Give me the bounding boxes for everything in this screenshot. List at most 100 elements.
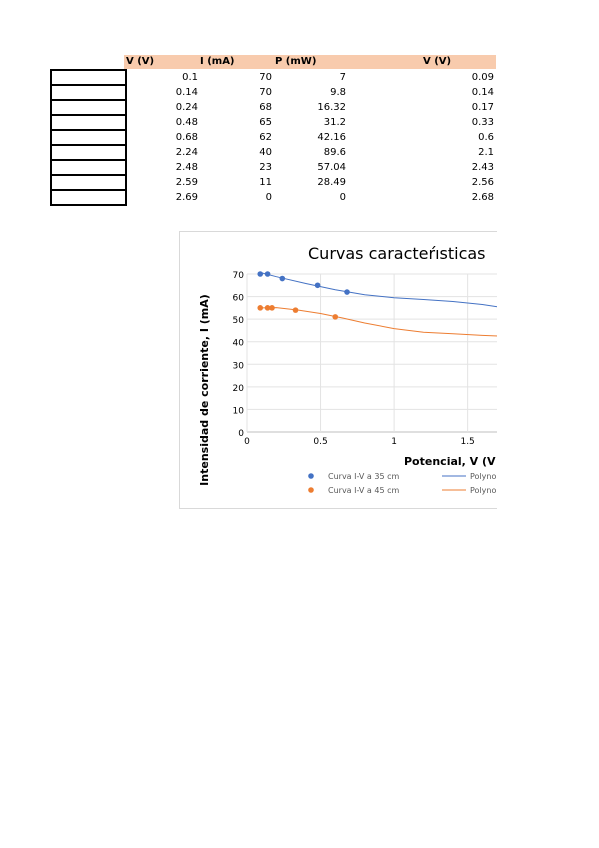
- y-tick-label: 70: [233, 271, 245, 281]
- trendlines: [261, 272, 498, 337]
- bordered-cell-column: [50, 69, 127, 206]
- y-tick-label: 10: [233, 406, 245, 416]
- data-point: [264, 271, 271, 277]
- bordered-cell[interactable]: [50, 189, 127, 206]
- x-tick-label: 0.5: [313, 437, 327, 447]
- cell-power[interactable]: 9.8: [330, 87, 346, 98]
- cell-current[interactable]: 62: [259, 132, 272, 143]
- chart-title: Curvas caracteŕısticas: [308, 244, 486, 263]
- cell-voltage-2[interactable]: 2.56: [471, 177, 494, 188]
- x-axis-label: Potencial, V (V: [404, 455, 496, 468]
- y-tick-label: 50: [233, 316, 245, 326]
- cell-current[interactable]: 70: [259, 72, 272, 83]
- y-tick-label: 20: [233, 384, 245, 394]
- trendline: [261, 272, 498, 308]
- legend-label: Polyno: [470, 486, 496, 495]
- bordered-cell[interactable]: [50, 144, 127, 159]
- data-point: [257, 305, 264, 311]
- y-tick-label: 60: [233, 294, 245, 304]
- legend-label: Polyno: [470, 472, 496, 481]
- cell-voltage-2[interactable]: 2.1: [478, 147, 494, 158]
- y-axis-label: Intensidad de corriente, I (mA): [198, 294, 211, 486]
- x-tick-label: 1: [391, 437, 397, 447]
- cell-voltage-2[interactable]: 2.68: [471, 192, 494, 203]
- table-row: 2.24 40 89.6 2.1: [124, 145, 496, 160]
- data-points: [257, 271, 350, 320]
- cell-voltage-2[interactable]: 0.17: [471, 102, 494, 113]
- cell-voltage-1[interactable]: 0.24: [175, 102, 198, 113]
- data-point: [344, 289, 350, 295]
- bordered-cell[interactable]: [50, 174, 127, 189]
- cell-voltage-1[interactable]: 2.48: [175, 162, 198, 173]
- cell-voltage-1[interactable]: 2.24: [175, 147, 198, 158]
- bordered-cell[interactable]: [50, 159, 127, 174]
- chart-container[interactable]: Curvas caracteŕısticas Intensidad de cor…: [179, 231, 499, 509]
- cell-power[interactable]: 57.04: [317, 162, 346, 173]
- cell-voltage-1[interactable]: 0.14: [175, 87, 198, 98]
- y-tick-label: 0: [238, 429, 244, 439]
- table-row: 2.48 23 57.04 2.43: [124, 160, 496, 175]
- legend-label: Curva I-V a 45 cm: [328, 486, 399, 495]
- table-row: 2.69 0 0 2.68: [124, 190, 496, 205]
- table-row: 0.14 70 9.8 0.14: [124, 85, 496, 100]
- legend-point-marker: [308, 487, 314, 493]
- x-tick-label: 0: [244, 437, 250, 447]
- tick-labels: 0 10 20 30 40 50 60 70 0 0.5 1 1.5: [233, 271, 475, 447]
- x-tick-label: 1.5: [460, 437, 474, 447]
- cell-voltage-1[interactable]: 0.48: [175, 117, 198, 128]
- cell-voltage-1[interactable]: 0.68: [175, 132, 198, 143]
- header-voltage-2: V (V): [423, 56, 452, 67]
- table-row: 0.48 65 31.2 0.33: [124, 115, 496, 130]
- cell-current[interactable]: 23: [259, 162, 272, 173]
- cell-voltage-1[interactable]: 2.69: [175, 192, 198, 203]
- y-tick-label: 30: [233, 361, 245, 371]
- cell-current[interactable]: 40: [259, 147, 272, 158]
- cell-voltage-1[interactable]: 0.1: [182, 72, 198, 83]
- table-row: 0.68 62 42.16 0.6: [124, 130, 496, 145]
- cell-voltage-2[interactable]: 0.6: [478, 132, 494, 143]
- table-row: 0.24 68 16.32 0.17: [124, 100, 496, 115]
- table-header: V (V) I (mA) P (mW) V (V): [124, 55, 496, 69]
- header-current: I (mA): [200, 56, 235, 67]
- cell-power[interactable]: 89.6: [323, 147, 346, 158]
- data-point: [264, 305, 271, 311]
- y-tick-label: 40: [233, 339, 245, 349]
- bordered-cell[interactable]: [50, 129, 127, 144]
- bordered-cell[interactable]: [50, 114, 127, 129]
- data-point: [332, 314, 339, 320]
- header-voltage-1: V (V): [126, 56, 155, 67]
- page-margin: [497, 0, 599, 848]
- cell-power[interactable]: 0: [339, 192, 346, 203]
- table-row: 2.59 11 28.49 2.56: [124, 175, 496, 190]
- bordered-cell[interactable]: [50, 99, 127, 114]
- data-point: [269, 305, 275, 311]
- data-point: [257, 271, 264, 277]
- bordered-cell[interactable]: [50, 84, 127, 99]
- legend-label: Curva I-V a 35 cm: [328, 472, 399, 481]
- trendline: [261, 307, 498, 337]
- bordered-cell[interactable]: [50, 69, 127, 84]
- cell-current[interactable]: 65: [259, 117, 272, 128]
- cell-power[interactable]: 7: [339, 72, 346, 83]
- cell-voltage-2[interactable]: 0.14: [471, 87, 494, 98]
- cell-voltage-1[interactable]: 2.59: [175, 177, 198, 188]
- cell-voltage-2[interactable]: 2.43: [471, 162, 494, 173]
- cell-current[interactable]: 11: [259, 177, 272, 188]
- cell-voltage-2[interactable]: 0.09: [471, 72, 494, 83]
- grid-lines: [246, 273, 498, 433]
- data-point: [279, 275, 286, 282]
- cell-current[interactable]: 68: [259, 102, 272, 113]
- data-point: [314, 282, 321, 289]
- cell-voltage-2[interactable]: 0.33: [471, 117, 494, 128]
- chart-svg: Curvas caracteŕısticas Intensidad de cor…: [198, 244, 498, 495]
- cell-power[interactable]: 42.16: [317, 132, 346, 143]
- cell-power[interactable]: 16.32: [317, 102, 346, 113]
- legend-point-marker: [308, 473, 314, 479]
- cell-power[interactable]: 31.2: [323, 117, 346, 128]
- cell-power[interactable]: 28.49: [317, 177, 346, 188]
- cell-current[interactable]: 70: [259, 87, 272, 98]
- cell-current[interactable]: 0: [265, 192, 272, 203]
- data-point: [292, 307, 299, 313]
- header-power: P (mW): [275, 56, 317, 67]
